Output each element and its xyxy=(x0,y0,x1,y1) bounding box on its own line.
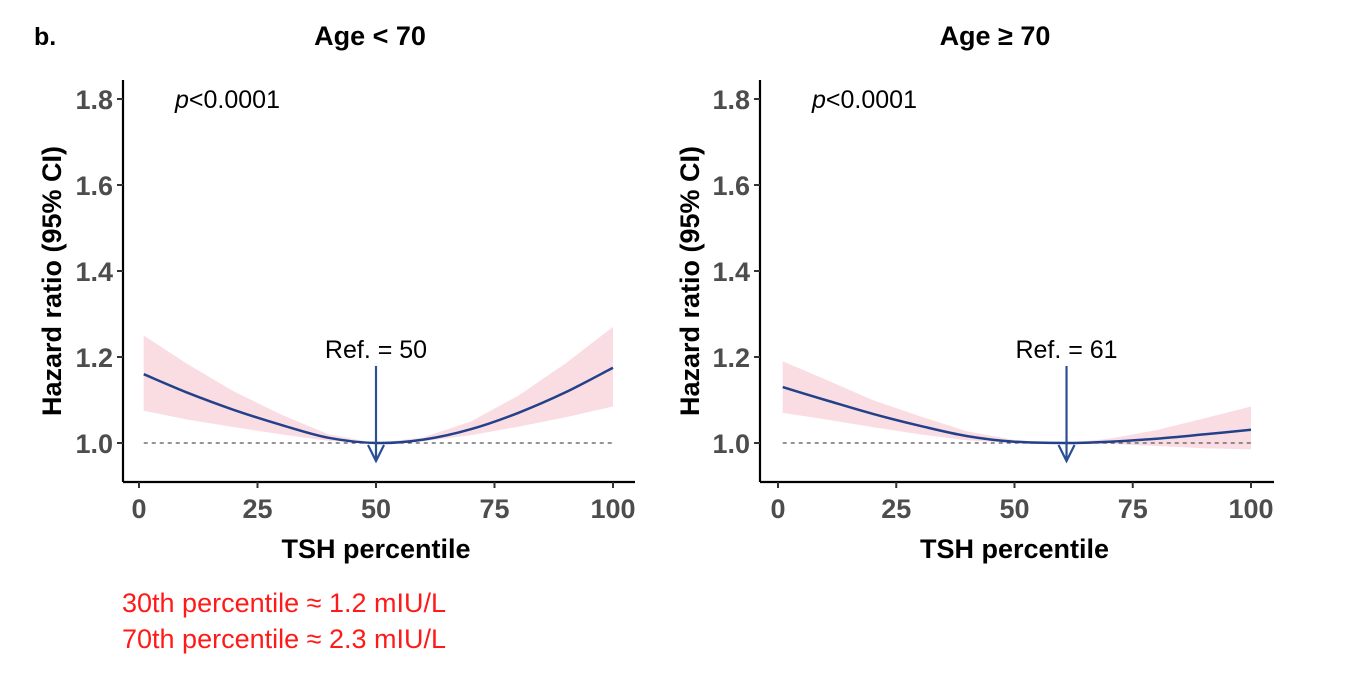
p-value: <0.0001 xyxy=(826,86,917,114)
y-tick-label: 1.0 xyxy=(75,429,113,459)
chart-title: Age < 70 xyxy=(314,21,426,51)
x-tick-label: 50 xyxy=(361,494,391,524)
p-value: <0.0001 xyxy=(189,86,280,114)
hazard-ratio-line xyxy=(782,385,1252,445)
x-tick-label: 100 xyxy=(590,494,635,524)
note-30th-percentile: 30th percentile ≈ 1.2 mIU/L xyxy=(122,588,446,618)
y-tick-label: 1.2 xyxy=(75,343,113,373)
x-tick-label: 0 xyxy=(131,494,146,524)
y-tick-label: 1.8 xyxy=(712,85,750,115)
chart-title: Age ≥ 70 xyxy=(940,21,1051,51)
y-tick-label: 1.4 xyxy=(712,257,750,287)
y-tick-label: 1.6 xyxy=(712,171,750,201)
x-tick-label: 0 xyxy=(770,494,785,524)
panel-label: b. xyxy=(34,23,56,51)
ci-ribbon xyxy=(782,361,1251,450)
chart-panel-age-70-plus: Age ≥ 70 Ref. = 61 p<0.0001 1.0 1.2 1.4 1.6 1.8… xyxy=(675,21,1274,564)
ref-label: Ref. = 61 xyxy=(1015,336,1117,364)
note-70th-percentile: 70th percentile ≈ 2.3 mIU/L xyxy=(122,624,446,654)
p-symbol: p xyxy=(174,86,189,114)
x-tick-label: 75 xyxy=(1118,494,1148,524)
y-tick-label: 1.2 xyxy=(712,343,750,373)
p-value-label: p<0.0001 xyxy=(174,86,280,114)
y-tick-label: 1.4 xyxy=(75,257,113,287)
y-tick-label: 1.0 xyxy=(712,429,750,459)
ref-arrowhead xyxy=(1057,444,1076,464)
p-value-label: p<0.0001 xyxy=(811,86,917,114)
x-axis-title: TSH percentile xyxy=(281,534,470,564)
ref-arrowhead xyxy=(367,444,385,464)
y-axis-title: Hazard ratio (95% CI) xyxy=(37,146,67,416)
ci-ribbon xyxy=(143,326,613,443)
y-axis-title: Hazard ratio (95% CI) xyxy=(675,146,705,416)
x-axis-title: TSH percentile xyxy=(920,534,1109,564)
x-tick-label: 25 xyxy=(242,494,272,524)
x-tick-label: 75 xyxy=(479,494,509,524)
x-tick-label: 50 xyxy=(999,494,1029,524)
x-tick-label: 100 xyxy=(1228,494,1273,524)
x-tick-label: 25 xyxy=(881,494,911,524)
chart-panel-age-under-70: Age < 70 Ref. = 50 p<0.0001 1.0 1.2 1.4 1.6 1.8… xyxy=(37,21,636,564)
ref-label: Ref. = 50 xyxy=(325,336,427,364)
p-symbol: p xyxy=(811,86,826,114)
y-tick-label: 1.6 xyxy=(75,171,113,201)
y-tick-label: 1.8 xyxy=(75,85,113,115)
